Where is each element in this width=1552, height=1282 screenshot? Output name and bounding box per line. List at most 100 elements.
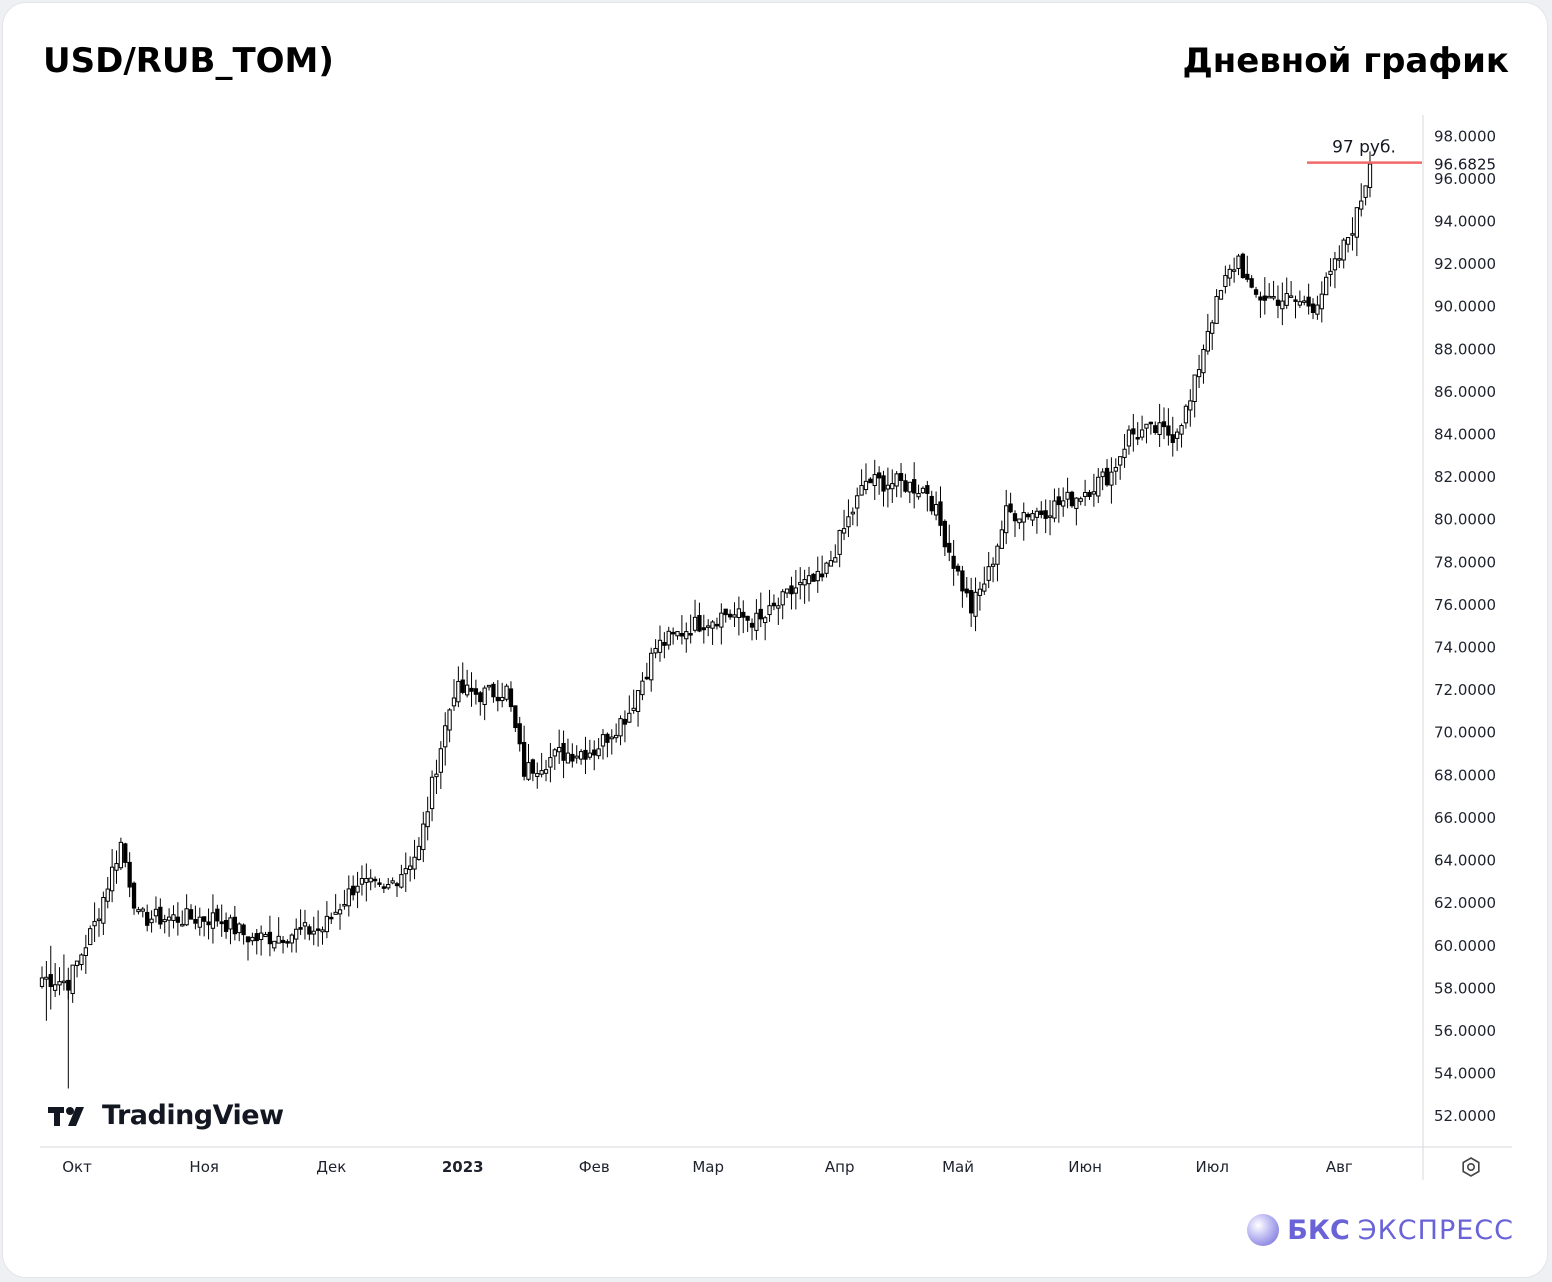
candle-body [815,570,820,582]
candle [346,875,351,917]
candle [631,689,636,714]
y-tick-label: 90.0000 [1434,298,1496,316]
candle-body [1310,303,1316,314]
y-tick-label: 60.0000 [1434,937,1496,955]
candle [1275,285,1281,319]
candle [70,964,75,1003]
candle-body [894,473,899,487]
candle-body [513,705,518,729]
candle [1267,283,1272,299]
candle-body [697,615,702,632]
candle-body [1302,300,1307,303]
candle-body [1267,295,1272,299]
candle-body [359,878,365,885]
candle [565,738,571,764]
candle [863,463,869,495]
candle-body [561,742,566,761]
candle [850,507,855,526]
candle-body [1183,405,1189,424]
candle [307,924,312,941]
candle-body [767,605,772,616]
candle-body [771,602,777,607]
candle-body [609,736,614,740]
candle-body [241,924,246,936]
candle [920,486,926,494]
candle [635,690,641,727]
candle [456,666,461,708]
candle-body [920,487,926,494]
candle [351,875,356,901]
candle-body [780,591,785,606]
candle [298,909,303,936]
candle [232,905,237,941]
candle-body [592,749,597,756]
candle-body [881,475,886,492]
candle [1078,496,1083,506]
candle-body [131,882,137,909]
candle-body [320,929,325,933]
candle [206,908,211,940]
candle-body [1126,429,1132,447]
candle-body [197,916,202,928]
candle [1359,183,1364,217]
y-tick-label: 98.0000 [1434,127,1496,145]
candle [824,561,829,578]
candle-body [605,733,610,743]
candle [1021,502,1026,541]
candle [820,555,825,582]
candle-body [1297,301,1303,306]
candle-body [1175,431,1180,439]
candle-body [123,843,128,863]
candle [302,909,308,940]
bcs-express-logo: БКС ЭКСПРЕСС [1247,1214,1514,1246]
x-tick-label: 2023 [442,1158,484,1176]
candle [526,743,531,781]
candle [732,602,737,627]
candle [1214,289,1219,324]
candle-body [429,776,435,810]
candle-body [964,588,969,594]
candle-body [898,473,904,481]
candle [1170,416,1175,457]
tradingview-logo[interactable]: TradingView [48,1100,284,1131]
candle [53,963,58,997]
candle-body [657,639,663,653]
candle [859,469,864,496]
candle [237,922,242,942]
candle [990,557,996,583]
candle-body [381,886,387,889]
candle [894,471,899,498]
candle [1188,389,1193,427]
candle [92,902,97,943]
chart-settings-gear-icon[interactable] [1459,1155,1483,1179]
candle [272,940,277,952]
candle [1113,458,1118,485]
candle [1367,151,1373,198]
candle-body [1345,237,1351,245]
candle-body [1039,510,1044,515]
candle [771,594,777,611]
candle-body [675,631,680,637]
candle-body [982,583,987,592]
candle [101,891,106,935]
x-tick-label: Июн [1068,1158,1102,1176]
candle-body [784,588,790,594]
candle-body [188,909,194,920]
y-tick-label: 78.0000 [1434,553,1496,571]
candle-body [1017,518,1022,524]
candle [1034,507,1040,534]
candle-body [955,565,961,572]
candle-body [399,874,404,888]
candle [701,614,706,644]
candle-body [92,920,97,927]
candle [324,901,330,939]
candle [855,487,860,527]
candle-body [118,841,124,869]
candle-body [1367,163,1373,188]
candle [828,550,834,567]
candle-body [679,633,685,637]
candle-body [329,916,334,920]
candle [460,662,465,695]
candle-body [1091,491,1097,495]
